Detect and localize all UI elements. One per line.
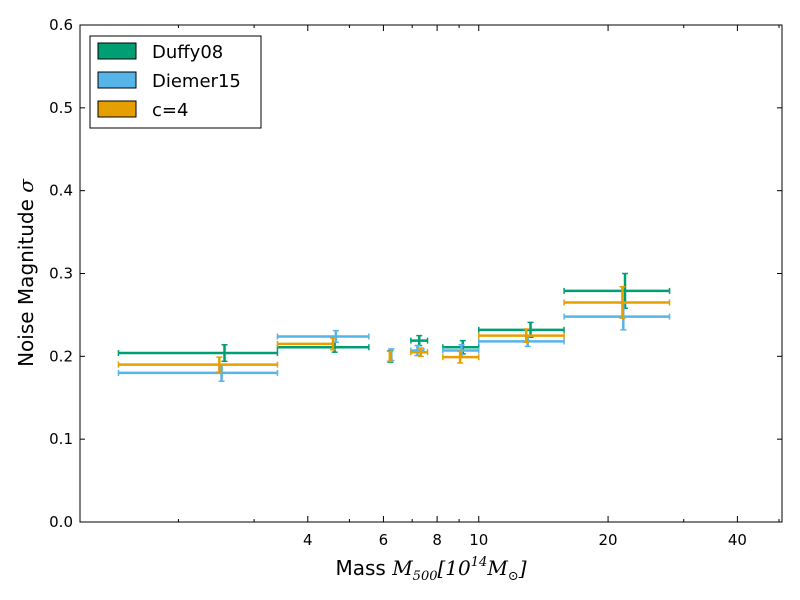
x-axis-title-exponent: 14: [471, 555, 488, 570]
x-axis-title-close: ]: [518, 556, 527, 580]
legend-swatch: [97, 71, 137, 89]
x-axis-title-symbol: M: [391, 556, 413, 580]
series-Diemer15: [117, 302, 671, 382]
axis-ticks: 0.0 0.1 0.2 0.3 0.4 0.5 0.6 4 6 8 10 20 40: [49, 16, 782, 549]
series-c=4: [117, 286, 671, 373]
x-tick-label: 6: [379, 531, 389, 549]
legend: Duffy08 Diemer15 c=4: [89, 35, 262, 129]
x-axis-title-bracket: [10: [438, 556, 472, 580]
y-tick-label: 0.3: [49, 265, 73, 283]
x-tick-label: 20: [599, 531, 618, 549]
legend-swatch: [97, 100, 137, 118]
y-tick-label: 0.5: [49, 99, 73, 117]
x-axis-title-mass-symbol: M: [486, 556, 508, 580]
x-axis-title-subscript: 500: [413, 569, 438, 584]
x-tick-label: 40: [728, 531, 747, 549]
y-tick-label: 0.6: [49, 16, 73, 34]
legend-label: Diemer15: [152, 71, 241, 92]
x-axis-title: Mass M500[1014M⊙]: [335, 555, 526, 584]
y-tick-label: 0.2: [49, 347, 73, 365]
y-tick-label: 0.4: [49, 182, 73, 200]
legend-label: Duffy08: [152, 42, 223, 63]
legend-swatch: [97, 42, 137, 60]
x-axis-title-solar-subscript: ⊙: [508, 569, 519, 584]
x-axis-title-prefix: Mass: [335, 556, 392, 580]
x-tick-label: 8: [432, 531, 442, 549]
x-tick-label: 10: [469, 531, 488, 549]
y-axis-title-symbol: σ: [14, 178, 38, 193]
legend-label: c=4: [152, 100, 188, 121]
y-tick-label: 0.0: [49, 513, 73, 531]
y-tick-label: 0.1: [49, 430, 73, 448]
plot-area-frame: [79, 24, 783, 523]
x-tick-label: 4: [303, 531, 313, 549]
data-marks: [117, 272, 671, 382]
y-axis-title: Noise Magnitude σ: [14, 178, 38, 367]
y-axis-title-prefix: Noise Magnitude: [14, 193, 38, 367]
